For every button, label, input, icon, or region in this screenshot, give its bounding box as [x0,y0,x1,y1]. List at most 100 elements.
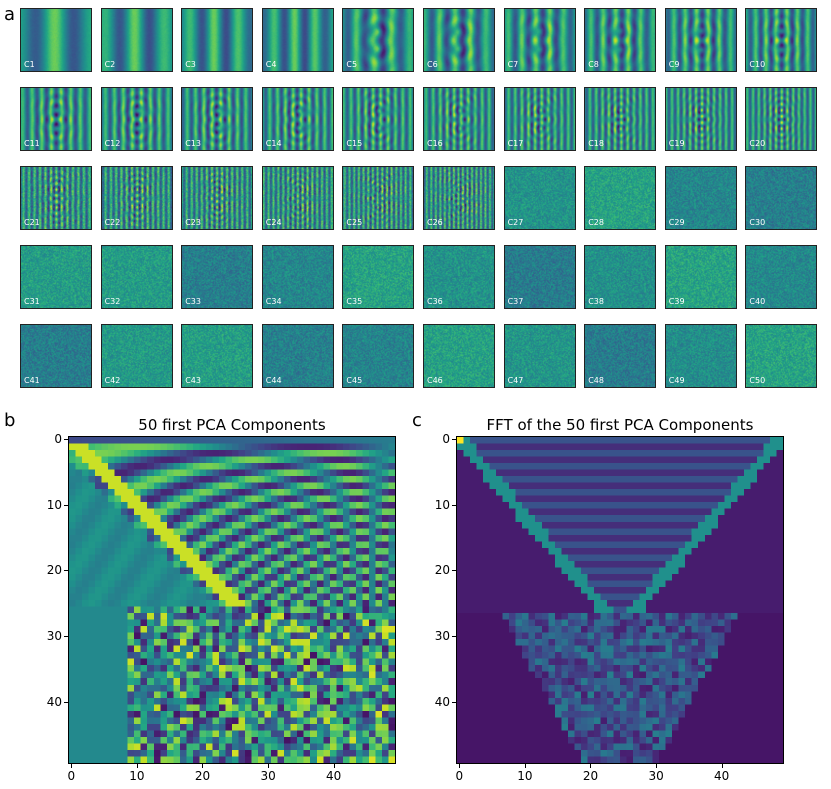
y-tick-label: 20 [46,563,62,578]
component-thumbnail-image [262,246,333,308]
y-tick-label: 0 [442,432,450,447]
pca-components-canvas [69,437,395,763]
panel-label-c: c [412,410,422,431]
component-thumbnail: C28 [584,166,657,230]
component-thumbnail-image [665,9,736,71]
component-label: C7 [507,60,519,69]
component-label: C29 [668,218,685,227]
component-thumbnail: C2 [100,8,173,72]
y-tick-mark [64,439,68,441]
component-thumbnail: C13 [181,87,254,151]
component-thumbnail: C38 [584,245,657,309]
component-thumbnail-image [665,167,736,229]
component-thumbnail: C9 [664,8,737,72]
component-label: C25 [346,218,363,227]
x-tick-label: 40 [326,769,342,783]
component-thumbnail: C31 [20,245,92,309]
x-tick-label: 40 [714,769,730,783]
component-thumbnail: C6 [423,8,495,72]
component-thumbnail-image [262,9,333,71]
component-label: C22 [104,218,121,227]
component-thumbnail-image [746,246,817,308]
component-thumbnail: C19 [664,87,737,151]
panel-label-a: a [4,4,16,25]
component-thumbnail-image [21,88,91,150]
component-label: C21 [24,218,40,227]
component-label: C36 [427,297,443,306]
component-label: C43 [185,376,201,385]
component-thumbnail: C30 [745,166,818,230]
component-thumbnail: C33 [181,245,254,309]
component-thumbnail: C18 [584,87,657,151]
fft-components-title: FFT of the 50 first PCA Components [486,416,754,434]
component-thumbnail: C15 [342,87,415,151]
component-thumbnail-image [585,88,656,150]
component-thumbnail-image [182,167,253,229]
component-thumbnail-image [21,325,91,387]
component-label: C1 [24,60,35,69]
component-thumbnail-image [504,325,575,387]
x-tick-label: 0 [455,769,464,783]
component-label: C17 [507,139,524,148]
component-thumbnail: C5 [342,8,415,72]
component-thumbnail: C32 [100,245,173,309]
component-label: C42 [104,376,121,385]
component-thumbnail: C27 [503,166,576,230]
component-label: C39 [668,297,685,306]
component-thumbnail-image [665,88,736,150]
component-thumbnail-image [101,167,172,229]
component-label: C19 [668,139,685,148]
x-tick-label: 10 [129,769,145,783]
component-thumbnail: C37 [503,245,576,309]
x-tick-mark [268,764,270,768]
component-thumbnail-image [746,9,817,71]
component-thumbnail-image [504,9,575,71]
component-thumbnail-image [21,246,91,308]
component-thumbnail: C46 [423,324,495,388]
component-label: C48 [588,376,604,385]
x-tick-mark [71,764,73,768]
y-tick-mark [452,636,456,638]
component-thumbnail-image [343,325,414,387]
x-tick-label: 10 [517,769,533,783]
component-label: C15 [346,139,363,148]
component-thumbnail-image [101,9,172,71]
component-label: C46 [427,376,443,385]
x-tick-mark [721,764,723,768]
component-thumbnail-image [182,9,253,71]
y-tick-mark [452,570,456,572]
component-thumbnail: C21 [20,166,92,230]
y-tick-label: 40 [434,694,450,709]
y-tick-mark [64,504,68,506]
component-thumbnail-image [746,167,817,229]
component-label: C49 [668,376,685,385]
component-thumbnail-image [585,325,656,387]
x-tick-label: 30 [648,769,664,783]
component-thumbnail-image [101,325,172,387]
x-tick-mark [656,764,658,768]
y-tick-label: 0 [54,432,62,447]
pca-components-title: 50 first PCA Components [138,416,326,434]
component-thumbnail-image [424,9,494,71]
component-thumbnail: C14 [261,87,334,151]
x-tick-mark [459,764,461,768]
component-thumbnail-image [424,167,494,229]
fft-components-canvas [457,437,783,763]
component-thumbnail: C36 [423,245,495,309]
y-tick-mark [452,439,456,441]
component-label: C11 [24,139,40,148]
component-label: C50 [749,376,766,385]
component-thumbnail: C11 [20,87,92,151]
component-label: C13 [185,139,201,148]
component-thumbnail-image [585,246,656,308]
component-thumbnail-image [504,246,575,308]
component-thumbnail: C48 [584,324,657,388]
component-thumbnail: C7 [503,8,576,72]
component-label: C4 [265,60,277,69]
x-tick-label: 20 [194,769,211,783]
component-thumbnail-image [182,88,253,150]
component-thumbnail: C23 [181,166,254,230]
component-thumbnail: C8 [584,8,657,72]
x-tick-mark [524,764,526,768]
panel-label-b: b [4,410,16,431]
